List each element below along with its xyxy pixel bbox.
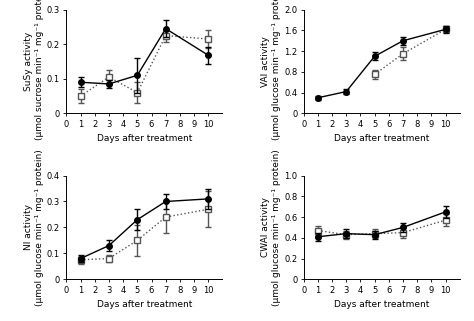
X-axis label: Days after treatment: Days after treatment [97,300,192,309]
Y-axis label: CWAI activity
(μmol glucose min⁻¹ mg⁻¹ protein): CWAI activity (μmol glucose min⁻¹ mg⁻¹ p… [261,149,282,306]
Y-axis label: NI activity
(μmol glucose min⁻¹ mg⁻¹ protein): NI activity (μmol glucose min⁻¹ mg⁻¹ pro… [24,149,44,306]
X-axis label: Days after treatment: Days after treatment [97,134,192,143]
Y-axis label: VAI activity
(μmol glucose min⁻¹ mg⁻¹ protein): VAI activity (μmol glucose min⁻¹ mg⁻¹ pr… [261,0,282,140]
X-axis label: Days after treatment: Days after treatment [334,134,429,143]
Y-axis label: SuSy activity
(μmol sucrose min⁻¹ mg⁻¹ protein): SuSy activity (μmol sucrose min⁻¹ mg⁻¹ p… [24,0,44,140]
X-axis label: Days after treatment: Days after treatment [334,300,429,309]
